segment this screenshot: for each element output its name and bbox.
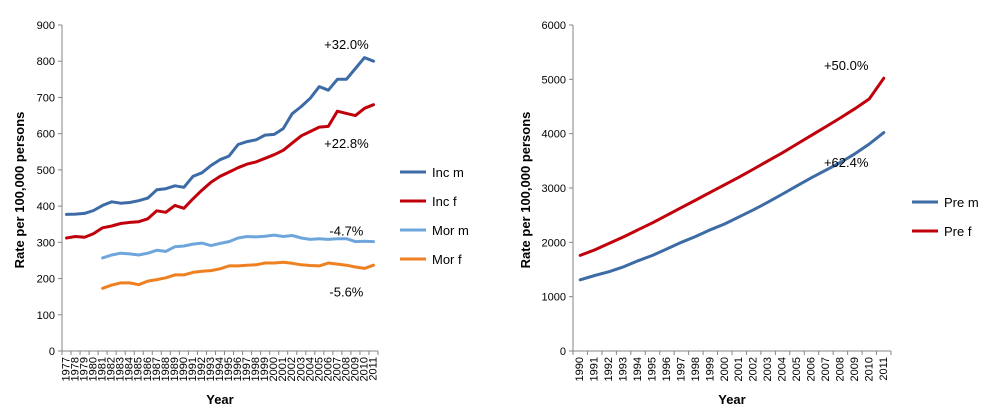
- x-tick-label: 1978: [70, 357, 82, 381]
- x-tick-label: 1994: [214, 357, 226, 381]
- y-tick-label: 300: [37, 237, 55, 249]
- x-tick-label: 2007: [331, 357, 343, 381]
- x-tick-label: 1999: [704, 357, 716, 381]
- x-tick-label: 1984: [124, 357, 136, 381]
- y-tick-label: 2000: [542, 237, 566, 249]
- y-tick-label: 3000: [542, 183, 566, 195]
- annotation-label: -5.6%: [329, 285, 363, 300]
- x-tick-label: 1995: [223, 357, 235, 381]
- x-tick-label: 2009: [849, 357, 861, 381]
- x-tick-label: 1996: [661, 357, 673, 381]
- series-line-mor-m: [101, 233, 375, 260]
- series-line-pre-f: [578, 76, 886, 257]
- annotation-label: +32.0%: [324, 37, 369, 52]
- y-tick-label: 900: [37, 20, 55, 32]
- y-tick-label: 100: [37, 310, 55, 322]
- y-tick-label: 800: [37, 56, 55, 68]
- x-tick-label: 1992: [196, 357, 208, 381]
- x-tick-label: 2004: [304, 357, 316, 381]
- x-tick-label: 1997: [241, 357, 253, 381]
- x-tick-label: 1982: [106, 357, 118, 381]
- y-tick-label: 0: [560, 346, 566, 358]
- y-tick-label: 200: [37, 274, 55, 286]
- x-tick-label: 1980: [88, 357, 100, 381]
- x-tick-label: 2004: [777, 357, 789, 381]
- y-tick-label: 600: [37, 129, 55, 141]
- x-tick-label: 1998: [250, 357, 262, 381]
- x-tick-label: 2010: [863, 357, 875, 381]
- x-axis-title: Year: [718, 392, 745, 407]
- x-tick-label: 2008: [340, 357, 352, 381]
- annotation-label: +50.0%: [824, 58, 869, 73]
- x-tick-label: 1991: [589, 357, 601, 381]
- x-tick-label: 1996: [232, 357, 244, 381]
- annotation-label: +22.8%: [324, 136, 369, 151]
- x-tick-label: 2000: [719, 357, 731, 381]
- x-tick-label: 1990: [178, 357, 190, 381]
- x-tick-label: 2001: [277, 357, 289, 381]
- x-tick-label: 1985: [133, 357, 145, 381]
- y-tick-label: 1000: [542, 292, 566, 304]
- x-tick-label: 2003: [295, 357, 307, 381]
- x-tick-label: 1994: [632, 357, 644, 381]
- x-tick-label: 2001: [733, 357, 745, 381]
- legend-label-mor-f: Mor f: [432, 252, 462, 267]
- legend-label-pre-f: Pre f: [944, 224, 972, 239]
- x-tick-label: 1986: [142, 357, 154, 381]
- legend-label-pre-m: Pre m: [944, 195, 979, 210]
- series-line-inc-m: [65, 56, 375, 216]
- y-tick-label: 4000: [542, 129, 566, 141]
- annotation-label: -4.7%: [329, 224, 363, 239]
- x-tick-label: 2009: [349, 357, 361, 381]
- y-tick-label: 5000: [542, 74, 566, 86]
- x-tick-label: 1991: [187, 357, 199, 381]
- x-tick-label: 2005: [313, 357, 325, 381]
- x-tick-label: 2011: [878, 357, 890, 381]
- x-tick-label: 1997: [675, 357, 687, 381]
- legend-label-mor-m: Mor m: [432, 223, 469, 238]
- x-axis-title: Year: [206, 392, 233, 407]
- x-tick-label: 2003: [762, 357, 774, 381]
- x-tick-label: 1983: [115, 357, 127, 381]
- y-axis-title: Rate per 100,000 persons: [518, 112, 533, 269]
- x-tick-label: 2006: [806, 357, 818, 381]
- x-tick-label: 1988: [160, 357, 172, 381]
- y-tick-label: 6000: [542, 20, 566, 32]
- legend-label-inc-m: Inc m: [432, 165, 464, 180]
- series-line-inc-f: [65, 103, 375, 240]
- x-tick-label: 1979: [79, 357, 91, 381]
- chart-incidence-mortality: 0 100 200 300 400 500 600 700 800 900 197719781979…: [12, 20, 469, 407]
- x-tick-label: 1995: [647, 357, 659, 381]
- legend-label-inc-f: Inc f: [432, 194, 457, 209]
- x-tick-label: 2000: [268, 357, 280, 381]
- series-line-pre-m: [578, 131, 886, 282]
- x-tick-label: 2010: [358, 357, 370, 381]
- x-tick-label: 2002: [286, 357, 298, 381]
- x-tick-label: 2011: [367, 357, 379, 381]
- y-axis-title: Rate per 100,000 persons: [12, 112, 27, 269]
- x-tick-label: 2005: [791, 357, 803, 381]
- y-tick-label: 400: [37, 201, 55, 213]
- x-tick-label: 1990: [574, 357, 586, 381]
- x-tick-label: 1999: [259, 357, 271, 381]
- x-tick-label: 1981: [97, 357, 109, 381]
- x-tick-label: 1993: [205, 357, 217, 381]
- x-tick-label: 1977: [61, 357, 73, 381]
- y-tick-label: 0: [49, 346, 55, 358]
- x-tick-label: 2008: [834, 357, 846, 381]
- x-tick-label: 1993: [618, 357, 630, 381]
- x-tick-label: 1989: [169, 357, 181, 381]
- x-tick-label: 1987: [151, 357, 163, 381]
- y-tick-label: 500: [37, 165, 55, 177]
- x-tick-label: 2002: [748, 357, 760, 381]
- x-tick-label: 1992: [603, 357, 615, 381]
- annotation-label: +62.4%: [824, 155, 869, 170]
- y-tick-label: 700: [37, 92, 55, 104]
- x-tick-label: 2007: [820, 357, 832, 381]
- x-tick-label: 2006: [322, 357, 334, 381]
- series-line-mor-f: [101, 260, 375, 290]
- x-tick-label: 1998: [690, 357, 702, 381]
